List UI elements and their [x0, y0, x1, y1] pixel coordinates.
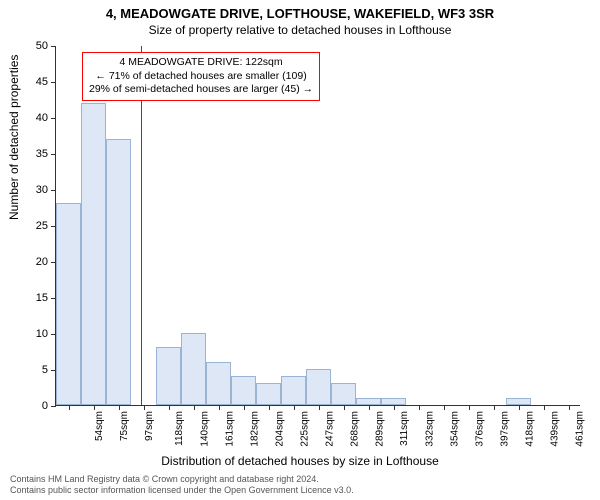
histogram-bar: [381, 398, 406, 405]
x-tick: [419, 405, 420, 410]
histogram-bar: [106, 139, 131, 405]
x-tick: [69, 405, 70, 410]
histogram-bar: [181, 333, 206, 405]
x-tick-label: 397sqm: [499, 411, 510, 447]
x-tick: [394, 405, 395, 410]
x-tick: [344, 405, 345, 410]
histogram-bar: [256, 383, 281, 405]
y-tick-label: 45: [36, 76, 56, 88]
histogram-bar: [356, 398, 381, 405]
histogram-bar: [156, 347, 181, 405]
annotation-box: 4 MEADOWGATE DRIVE: 122sqm← 71% of detac…: [82, 52, 320, 101]
x-tick: [294, 405, 295, 410]
x-tick-label: 75sqm: [119, 411, 130, 441]
histogram-bar: [281, 376, 306, 405]
x-tick-label: 332sqm: [424, 411, 435, 447]
x-axis-label: Distribution of detached houses by size …: [0, 454, 600, 468]
y-tick-label: 20: [36, 256, 56, 268]
x-tick-label: 311sqm: [398, 411, 409, 446]
y-tick-label: 25: [36, 220, 56, 232]
x-tick-label: 289sqm: [374, 411, 385, 447]
footer-line2: Contains public sector information licen…: [10, 485, 354, 496]
histogram-bar: [331, 383, 356, 405]
x-tick: [444, 405, 445, 410]
y-tick-label: 30: [36, 184, 56, 196]
annotation-line: 4 MEADOWGATE DRIVE: 122sqm: [89, 56, 313, 70]
x-tick-label: 97sqm: [144, 411, 155, 441]
y-tick-label: 15: [36, 292, 56, 304]
histogram-bar: [506, 398, 531, 405]
footer-line1: Contains HM Land Registry data © Crown c…: [10, 474, 354, 485]
y-tick-label: 5: [42, 364, 56, 376]
x-tick: [219, 405, 220, 410]
plot-area: 0510152025303540455054sqm75sqm97sqm118sq…: [55, 46, 580, 406]
x-tick: [319, 405, 320, 410]
x-tick-label: 418sqm: [524, 411, 535, 447]
y-tick-label: 10: [36, 328, 56, 340]
x-tick: [469, 405, 470, 410]
y-tick-label: 40: [36, 112, 56, 124]
x-tick-label: 461sqm: [574, 411, 585, 447]
x-tick-label: 439sqm: [549, 411, 560, 447]
plot: 0510152025303540455054sqm75sqm97sqm118sq…: [55, 46, 580, 406]
annotation-line: 29% of semi-detached houses are larger (…: [89, 83, 313, 97]
x-tick: [94, 405, 95, 410]
x-tick-label: 182sqm: [249, 411, 260, 447]
x-tick: [494, 405, 495, 410]
x-tick: [144, 405, 145, 410]
histogram-bar: [306, 369, 331, 405]
y-tick-label: 0: [42, 400, 56, 412]
chart-subtitle: Size of property relative to detached ho…: [0, 21, 600, 37]
x-tick-label: 268sqm: [349, 411, 360, 447]
x-tick: [169, 405, 170, 410]
histogram-bar: [231, 376, 256, 405]
x-tick-label: 247sqm: [324, 411, 335, 447]
x-tick: [269, 405, 270, 410]
x-tick-label: 204sqm: [274, 411, 285, 447]
chart-container: 4, MEADOWGATE DRIVE, LOFTHOUSE, WAKEFIEL…: [0, 0, 600, 500]
x-tick: [244, 405, 245, 410]
x-tick-label: 54sqm: [94, 411, 105, 441]
x-tick-label: 118sqm: [173, 411, 184, 446]
y-axis-label: Number of detached properties: [7, 55, 21, 220]
x-tick: [519, 405, 520, 410]
x-tick: [119, 405, 120, 410]
y-tick-label: 35: [36, 148, 56, 160]
y-tick-label: 50: [36, 40, 56, 52]
x-tick: [544, 405, 545, 410]
chart-title: 4, MEADOWGATE DRIVE, LOFTHOUSE, WAKEFIEL…: [0, 0, 600, 21]
x-tick-label: 225sqm: [299, 411, 310, 447]
footer-attribution: Contains HM Land Registry data © Crown c…: [10, 474, 354, 496]
x-tick-label: 376sqm: [474, 411, 485, 447]
histogram-bar: [81, 103, 106, 405]
x-tick-label: 354sqm: [449, 411, 460, 447]
x-tick: [369, 405, 370, 410]
x-tick: [569, 405, 570, 410]
histogram-bar: [206, 362, 231, 405]
histogram-bar: [56, 203, 81, 405]
x-tick-label: 161sqm: [224, 411, 235, 447]
annotation-line: ← 71% of detached houses are smaller (10…: [89, 70, 313, 84]
x-tick: [194, 405, 195, 410]
x-tick-label: 140sqm: [199, 411, 210, 447]
